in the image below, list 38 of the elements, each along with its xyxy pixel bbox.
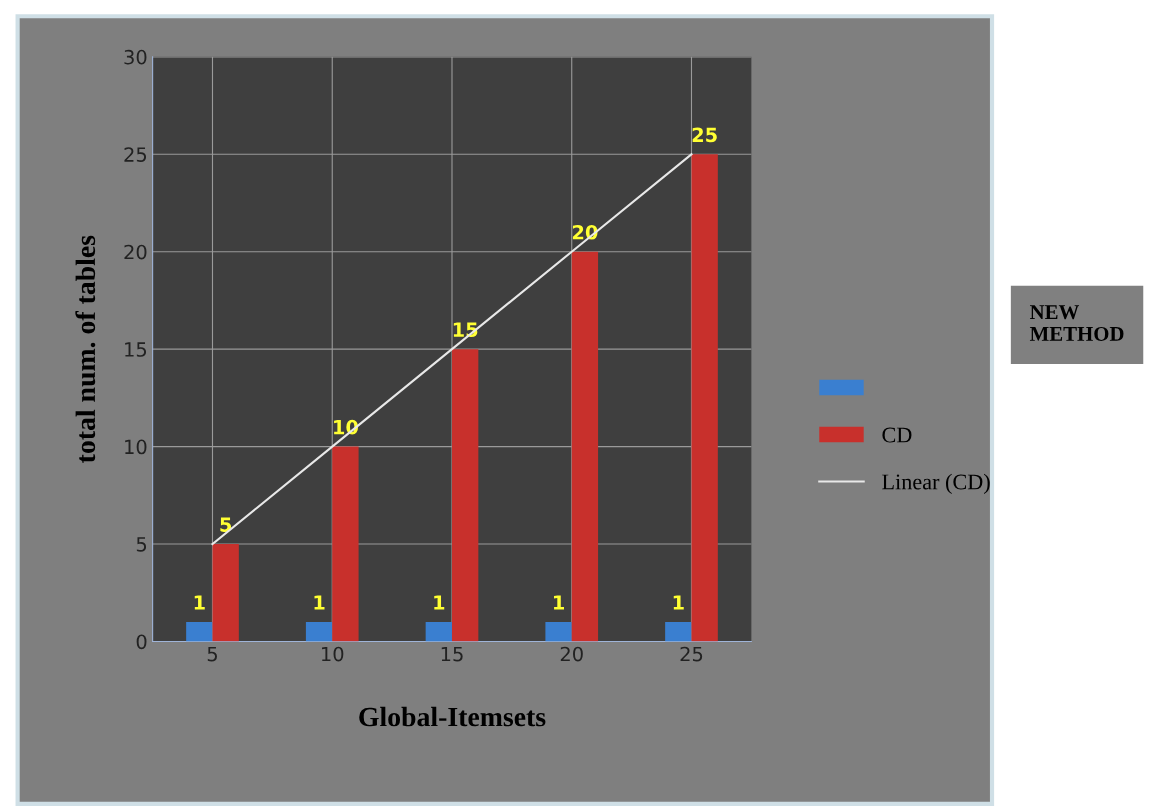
y-tick-label: 10: [125, 439, 147, 455]
bar: [186, 621, 213, 642]
legend-label: Linear (CD): [882, 473, 990, 494]
bar: [665, 621, 692, 642]
x-tick-label: 25: [680, 646, 703, 662]
y-tick-label: 0: [136, 634, 147, 650]
y-axis-title: total num. of tables: [75, 235, 96, 463]
bar: [212, 544, 239, 642]
bar: [332, 446, 359, 642]
bar: [571, 251, 599, 642]
x-tick-label: 5: [207, 646, 217, 662]
y-tick-label: 25: [124, 147, 147, 162]
bar: [451, 349, 479, 642]
y-tick-label: 5: [136, 537, 147, 552]
data-label: 25: [692, 127, 717, 143]
x-tick-label: 10: [322, 646, 344, 662]
data-label: 1: [194, 595, 205, 610]
data-label: 5: [220, 517, 232, 532]
data-label: 1: [434, 595, 445, 610]
bar: [545, 621, 572, 642]
line-series: [211, 153, 693, 546]
x-tick-label: 15: [441, 646, 463, 662]
bar: [691, 154, 718, 642]
data-label: 15: [453, 322, 478, 338]
data-label: 1: [553, 595, 564, 610]
legend-label: CD: [882, 427, 912, 443]
y-tick-label: 30: [124, 49, 147, 65]
y-tick-label: 15: [125, 342, 147, 357]
x-tick-label: 20: [560, 646, 583, 662]
data-label: 1: [314, 595, 325, 610]
x-axis-title: Global-Itemsets: [359, 706, 546, 727]
data-label: 10: [334, 419, 359, 435]
y-tick-label: 20: [124, 244, 147, 260]
text: NEW METHOD: [1029, 305, 1124, 341]
data-label: 20: [572, 224, 598, 240]
bar: [305, 621, 333, 642]
bar: [425, 621, 452, 642]
data-label: 1: [673, 595, 684, 610]
